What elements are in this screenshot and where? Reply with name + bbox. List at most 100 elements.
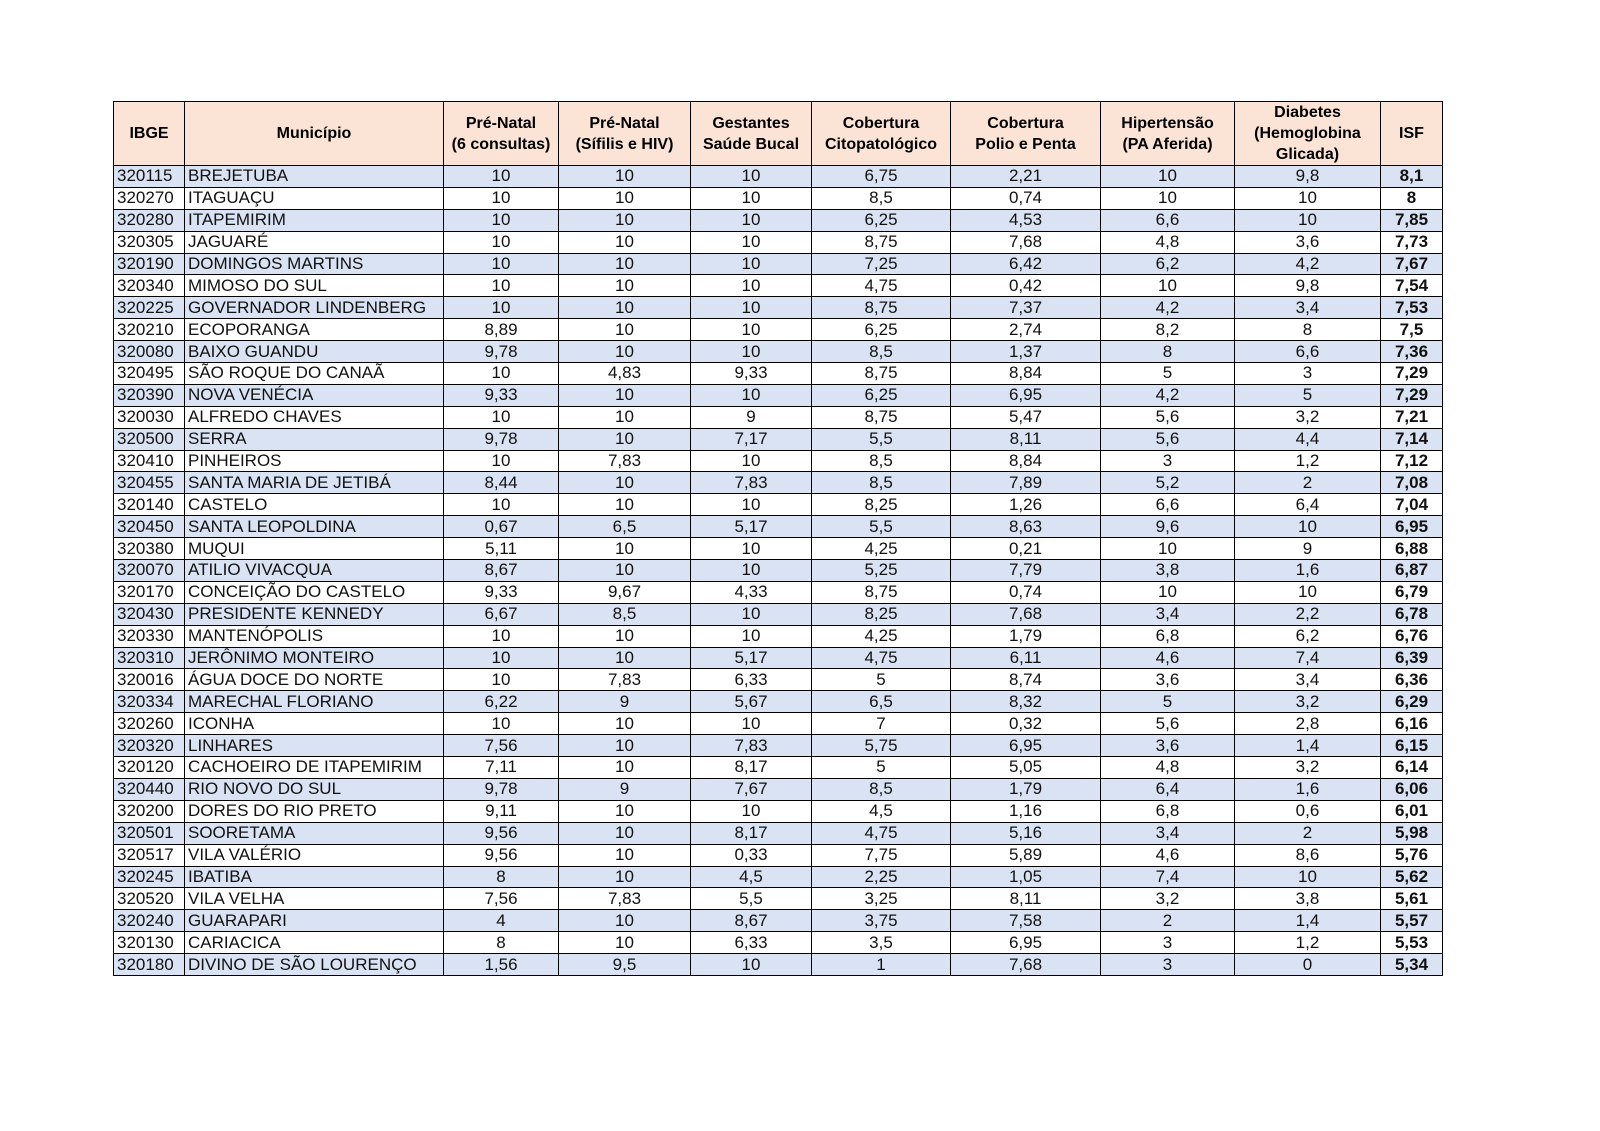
municipality: MARECHAL FLORIANO [184, 690, 444, 714]
ibge-code: 320030 [113, 405, 185, 429]
indicator-value: 10 [558, 821, 691, 845]
indicator-value: 4,8 [1100, 230, 1235, 254]
indicator-value: 7,89 [950, 471, 1101, 495]
ibge-code: 320495 [113, 362, 185, 385]
indicator-value: 10 [558, 624, 691, 648]
indicator-value: 4,6 [1100, 843, 1235, 867]
indicator-value: 9,33 [443, 383, 559, 407]
indicator-value: 8,5 [558, 602, 691, 626]
header-cell: IBGE [113, 101, 185, 166]
indicator-value: 8,75 [811, 580, 951, 604]
indicator-value: 7,83 [690, 471, 812, 495]
ibge-code: 320170 [113, 580, 185, 604]
indicator-value: 5 [1100, 362, 1235, 385]
indicator-value: 6,6 [1100, 493, 1235, 517]
table-row: 320305 JAGUARÉ 10 10 10 8,75 7,68 4,8 3,6 7,73 [113, 230, 1443, 254]
municipality: MANTENÓPOLIS [184, 624, 444, 648]
indicator-value: 5,67 [690, 690, 812, 714]
indicator-value: 9,78 [443, 777, 559, 801]
ibge-code: 320190 [113, 252, 185, 276]
indicator-value: 6,6 [1100, 208, 1235, 232]
indicator-value: 3,2 [1234, 690, 1381, 714]
indicator-value: 8,75 [811, 362, 951, 385]
header-text: Município [276, 125, 352, 142]
indicator-value: 8,44 [443, 471, 559, 495]
header-text: Citopatológico [825, 135, 937, 153]
indicator-value: 4,5 [690, 865, 812, 889]
table-row: 320334 MARECHAL FLORIANO 6,22 9 5,67 6,5 8,32 5… [113, 690, 1443, 714]
indicator-value: 10 [558, 274, 691, 298]
indicator-value: 10 [690, 602, 812, 626]
indicator-value: 4,53 [950, 208, 1101, 232]
ibge-code: 320240 [113, 909, 185, 933]
indicator-value: 8,67 [443, 559, 559, 582]
header-cell: Pré-Natal (6 consultas) [443, 101, 559, 166]
indicator-value: 8,5 [811, 340, 951, 364]
ibge-code: 320500 [113, 427, 185, 451]
header-text: (Sífilis e HIV) [575, 135, 674, 153]
municipality: SERRA [184, 427, 444, 451]
isf-value: 6,79 [1380, 580, 1443, 604]
ibge-code: 320440 [113, 777, 185, 801]
indicator-value: 6,67 [443, 602, 559, 626]
indicator-value: 5,6 [1100, 427, 1235, 451]
indicator-value: 6,11 [950, 646, 1101, 670]
indicator-value: 6,8 [1100, 624, 1235, 648]
indicator-value: 8,75 [811, 296, 951, 320]
indicator-value: 6,4 [1100, 777, 1235, 801]
indicator-value: 4,83 [558, 362, 691, 385]
header-text: Diabetes [1274, 104, 1341, 121]
indicator-value: 8,5 [811, 777, 951, 801]
indicator-value: 3 [1100, 449, 1235, 473]
indicator-value: 10 [1234, 186, 1381, 210]
header-cell: Cobertura Citopatológico [811, 101, 951, 166]
table-row: 320180 DIVINO DE SÃO LOURENÇO 1,56 9,5 10 1 7,… [113, 953, 1443, 976]
indicator-value: 1,6 [1234, 559, 1381, 582]
indicator-value: 3,6 [1100, 734, 1235, 758]
indicator-value: 10 [558, 799, 691, 823]
indicator-value: 10 [558, 296, 691, 320]
indicator-value: 8,17 [690, 821, 812, 845]
indicator-value: 4,25 [811, 537, 951, 561]
municipality: BAIXO GUANDU [184, 340, 444, 364]
indicator-value: 1,2 [1234, 931, 1381, 955]
isf-value: 7,29 [1380, 383, 1443, 407]
indicator-value: 6,75 [811, 165, 951, 188]
indicator-value: 10 [1234, 580, 1381, 604]
indicator-value: 8,25 [811, 493, 951, 517]
isf-value: 7,29 [1380, 362, 1443, 385]
indicator-value: 6,4 [1234, 493, 1381, 517]
table-body: 320115 BREJETUBA 10 10 10 6,75 2,21 10 9,8 8,1 320… [113, 165, 1443, 976]
indicator-value: 10 [558, 537, 691, 561]
table-row: 320080 BAIXO GUANDU 9,78 10 10 8,5 1,37 8 6,6 7,3… [113, 340, 1443, 364]
indicator-value: 6,5 [558, 515, 691, 539]
header-cell: Diabetes (Hemoglobina Glicada) [1234, 101, 1381, 166]
indicator-value: 8,67 [690, 909, 812, 933]
indicator-value: 8,5 [811, 449, 951, 473]
municipality: NOVA VENÉCIA [184, 383, 444, 407]
indicator-value: 10 [443, 668, 559, 692]
ibge-code: 320334 [113, 690, 185, 714]
indicator-value: 4,2 [1100, 383, 1235, 407]
indicator-value: 3,8 [1100, 559, 1235, 582]
isf-value: 6,16 [1380, 712, 1443, 736]
table-row: 320390 NOVA VENÉCIA 9,33 10 10 6,25 6,95 4,2 5 7,… [113, 383, 1443, 407]
header-cell: ISF [1380, 101, 1443, 166]
header-cell: Cobertura Polio e Penta [950, 101, 1101, 166]
ibge-code: 320430 [113, 602, 185, 626]
indicator-value: 2 [1234, 821, 1381, 845]
indicator-value: 7,56 [443, 887, 559, 911]
indicator-value: 2 [1234, 471, 1381, 495]
header-text: Gestantes [712, 114, 790, 132]
municipality: DOMINGOS MARTINS [184, 252, 444, 276]
isf-value: 5,61 [1380, 887, 1443, 911]
indicator-value: 6,8 [1100, 799, 1235, 823]
indicator-value: 1,4 [1234, 734, 1381, 758]
header-row: IBGE Município Pré-Natal (6 consultas) Pré-N… [113, 101, 1443, 166]
isf-value: 6,14 [1380, 756, 1443, 779]
header-text: Polio e Penta [975, 135, 1076, 153]
indicator-value: 10 [558, 165, 691, 188]
municipality: SÃO ROQUE DO CANAÃ [184, 362, 444, 385]
indicator-value: 6,95 [950, 734, 1101, 758]
indicator-value: 6,6 [1234, 340, 1381, 364]
